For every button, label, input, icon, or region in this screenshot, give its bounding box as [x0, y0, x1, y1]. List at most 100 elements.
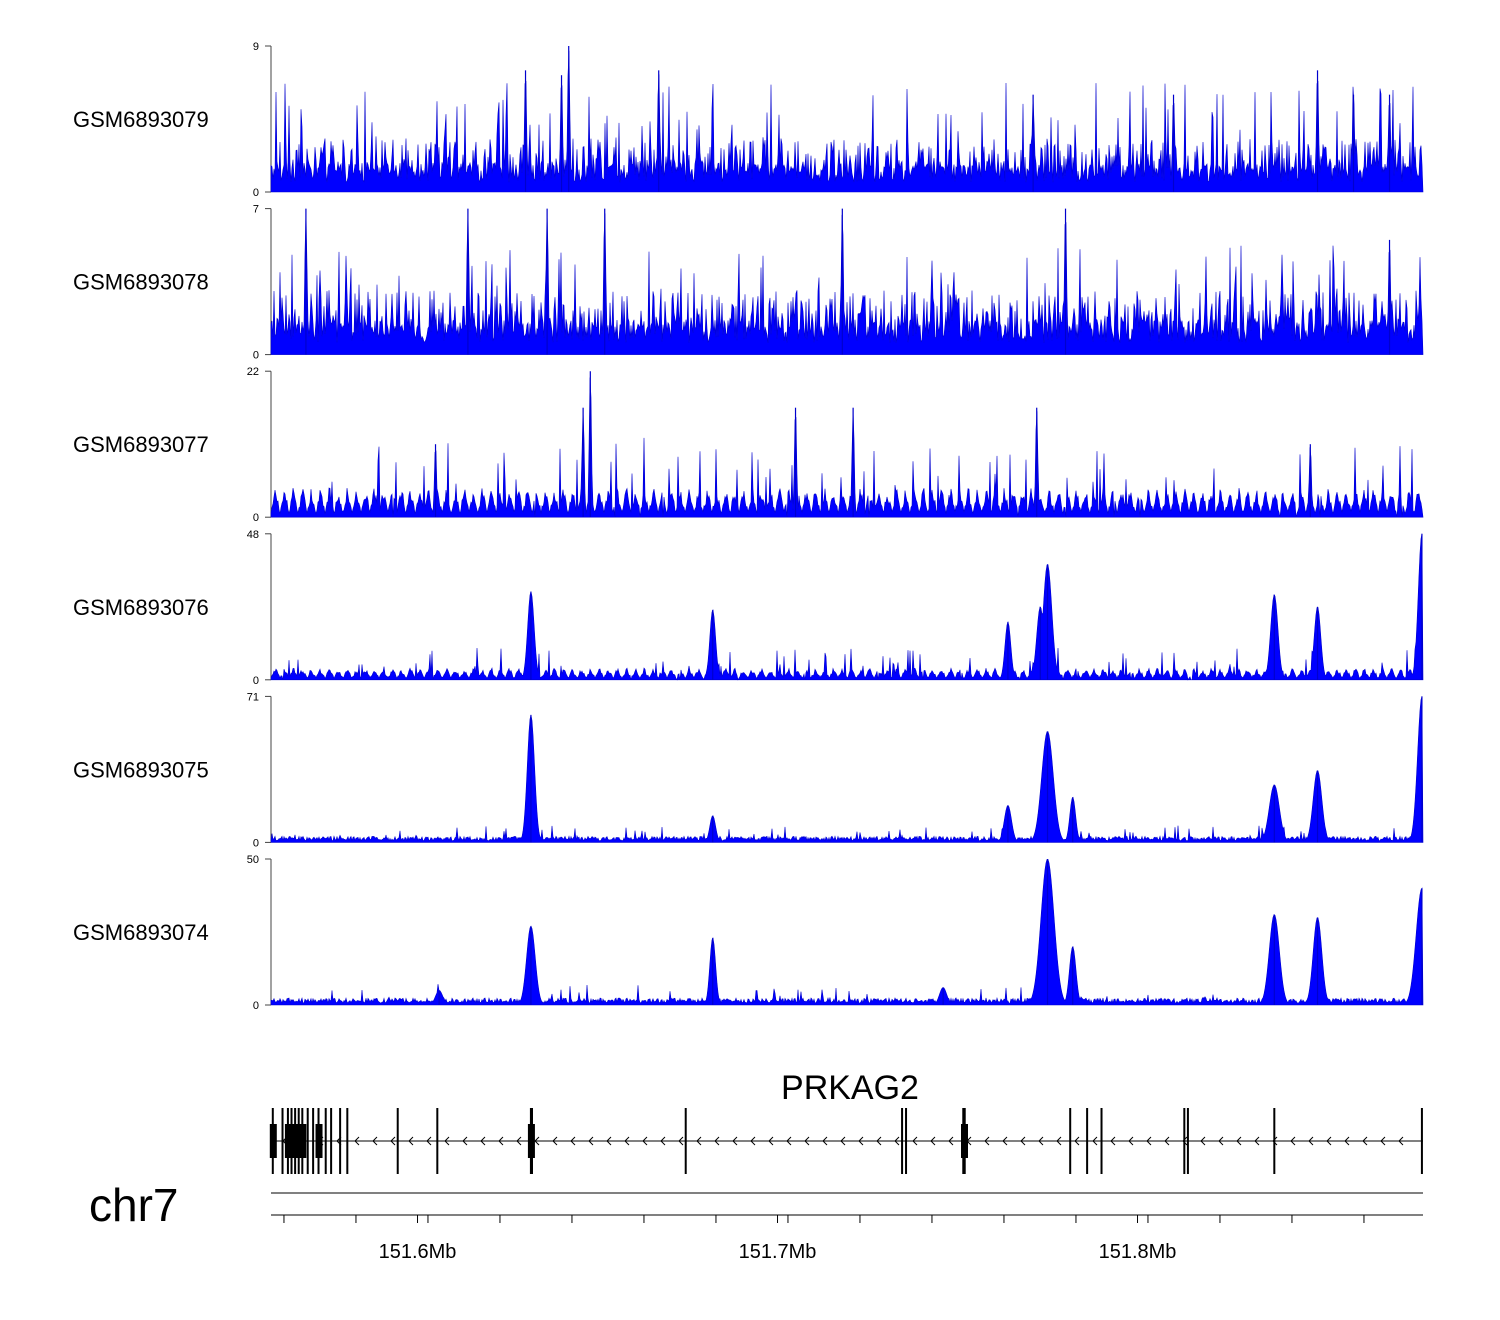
strand-arrow	[678, 1136, 684, 1146]
strand-arrow	[1236, 1136, 1242, 1146]
track-GSM6893077: GSM6893077 22 0	[73, 366, 1424, 524]
strand-arrow	[984, 1136, 990, 1146]
exon-block	[315, 1124, 323, 1158]
strand-arrow	[1110, 1136, 1116, 1146]
y-tick-label: 0	[253, 187, 259, 199]
strand-arrow	[1128, 1136, 1134, 1146]
exon-block	[269, 1124, 277, 1158]
gene-name-label: PRKAG2	[781, 1069, 919, 1107]
strand-arrow	[894, 1136, 900, 1146]
signal-area	[270, 208, 1424, 355]
track-label: GSM6893077	[73, 432, 209, 457]
genome-axis: chr7 151.6Mb 151.7Mb 151.8Mb	[89, 1179, 1423, 1263]
strand-arrow	[714, 1136, 720, 1146]
strand-arrow	[642, 1136, 648, 1146]
signal-area	[270, 533, 1424, 681]
signal-area	[270, 859, 1424, 1006]
strand-arrow	[372, 1136, 378, 1146]
strand-arrow	[1362, 1136, 1368, 1146]
strand-arrow	[354, 1136, 360, 1146]
exon-block	[527, 1124, 535, 1158]
strand-arrow	[606, 1136, 612, 1146]
strand-arrow	[1218, 1136, 1224, 1146]
x-tick-label: 151.6Mb	[379, 1241, 457, 1263]
exon-block	[284, 1124, 292, 1158]
y-tick-label: 7	[253, 204, 259, 216]
strand-arrow	[1344, 1136, 1350, 1146]
strand-arrow	[1020, 1136, 1026, 1146]
strand-arrow	[930, 1136, 936, 1146]
x-tick-label: 151.8Mb	[1099, 1241, 1177, 1263]
chromosome-label: chr7	[89, 1179, 178, 1231]
track-label: GSM6893079	[73, 107, 209, 132]
strand-arrow	[750, 1136, 756, 1146]
strand-arrow	[660, 1136, 666, 1146]
track-GSM6893079: GSM6893079 9 0	[73, 41, 1424, 199]
track-label: GSM6893076	[73, 595, 209, 620]
strand-arrow	[426, 1136, 432, 1146]
signal-tracks: GSM689307990GSM689307870GSM6893077220GSM…	[73, 41, 1424, 1012]
track-GSM6893075: GSM6893075 71 0	[73, 691, 1424, 849]
y-tick-label: 50	[247, 854, 259, 866]
track-GSM6893074: GSM6893074 50 0	[73, 854, 1424, 1012]
strand-arrow	[480, 1136, 486, 1146]
strand-arrow	[1146, 1136, 1152, 1146]
strand-arrow	[1326, 1136, 1332, 1146]
gene-model-track: PRKAG2	[269, 1069, 1423, 1174]
y-tick-label: 0	[253, 512, 259, 524]
y-tick-label: 71	[247, 691, 259, 703]
track-label: GSM6893074	[73, 920, 209, 945]
strand-arrow	[444, 1136, 450, 1146]
y-tick-label: 0	[253, 1000, 259, 1012]
strand-arrow	[462, 1136, 468, 1146]
strand-arrow	[408, 1136, 414, 1146]
strand-arrow	[1164, 1136, 1170, 1146]
strand-arrow	[1290, 1136, 1296, 1146]
strand-arrow	[876, 1136, 882, 1146]
track-GSM6893076: GSM6893076 48 0	[73, 529, 1424, 687]
strand-arrow	[768, 1136, 774, 1146]
strand-arrow	[1308, 1136, 1314, 1146]
y-tick-label: 0	[253, 350, 259, 362]
strand-arrow	[1038, 1136, 1044, 1146]
strand-arrow	[1056, 1136, 1062, 1146]
track-GSM6893078: GSM6893078 7 0	[73, 204, 1424, 362]
strand-arrow	[552, 1136, 558, 1146]
strand-arrow	[840, 1136, 846, 1146]
strand-arrow	[624, 1136, 630, 1146]
y-tick-label: 0	[253, 675, 259, 687]
strand-arrow	[948, 1136, 954, 1146]
strand-arrow	[1074, 1136, 1080, 1146]
exon-block	[292, 1124, 300, 1158]
y-tick-label: 48	[247, 529, 259, 541]
signal-area	[270, 696, 1424, 843]
strand-arrow	[1092, 1136, 1098, 1146]
y-tick-label: 9	[253, 41, 259, 53]
strand-arrow	[858, 1136, 864, 1146]
strand-arrow	[498, 1136, 504, 1146]
strand-arrow	[534, 1136, 540, 1146]
track-label: GSM6893078	[73, 270, 209, 295]
strand-arrow	[1272, 1136, 1278, 1146]
strand-arrow	[516, 1136, 522, 1146]
y-tick-label: 0	[253, 837, 259, 849]
signal-area	[270, 377, 1424, 518]
x-tick-label: 151.7Mb	[739, 1241, 817, 1263]
strand-arrow	[912, 1136, 918, 1146]
strand-arrow	[1254, 1136, 1260, 1146]
strand-arrow	[822, 1136, 828, 1146]
exon-block	[961, 1124, 968, 1158]
strand-arrow	[1200, 1136, 1206, 1146]
strand-arrow	[390, 1136, 396, 1146]
strand-arrow	[1398, 1136, 1404, 1146]
strand-arrow	[1182, 1136, 1188, 1146]
exon-block	[299, 1124, 307, 1158]
strand-arrow	[696, 1136, 702, 1146]
signal-area	[270, 50, 1424, 193]
track-label: GSM6893075	[73, 757, 209, 782]
strand-arrow	[570, 1136, 576, 1146]
strand-arrow	[1002, 1136, 1008, 1146]
strand-arrow	[804, 1136, 810, 1146]
y-tick-label: 22	[247, 366, 259, 378]
